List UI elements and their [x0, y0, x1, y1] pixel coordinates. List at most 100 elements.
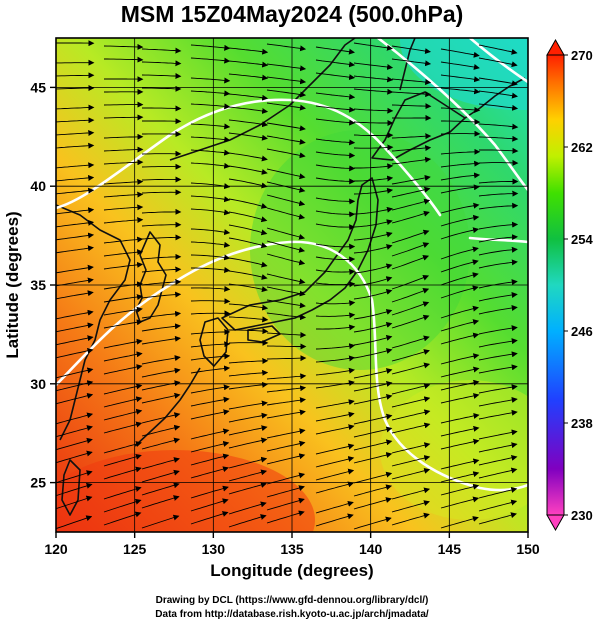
streamline [228, 178, 268, 189]
streamline [478, 77, 518, 87]
y-tick-label: 25 [30, 475, 46, 491]
streamline [353, 107, 394, 114]
streamline [190, 57, 231, 64]
streamline [266, 453, 306, 465]
streamline [228, 224, 268, 236]
streamline [228, 257, 268, 268]
streamline [440, 458, 480, 470]
colorbar-tick-label: 246 [571, 324, 593, 339]
streamline [56, 309, 94, 320]
streamline [440, 425, 480, 437]
temperature-contours [56, 38, 528, 492]
y-axis-title: Latitude (degrees) [3, 211, 22, 358]
streamline [478, 351, 518, 361]
streamline [391, 91, 432, 98]
streamline [103, 396, 143, 408]
streamline [315, 343, 356, 350]
streamline [353, 413, 393, 425]
streamline [56, 130, 95, 137]
streamline [190, 103, 231, 110]
streamline [391, 58, 432, 67]
streamline [56, 322, 94, 333]
streamline [56, 174, 95, 182]
credit-drawing: Drawing by DCL (https://www.gfd-dennou.o… [156, 595, 429, 606]
streamline [229, 328, 269, 335]
streamline [391, 210, 430, 224]
streamline [441, 118, 481, 125]
x-tick-label: 150 [516, 541, 540, 557]
streamline [478, 384, 518, 394]
streamline [391, 288, 430, 303]
streamline [266, 168, 306, 180]
streamline [190, 384, 230, 394]
streamline [266, 373, 307, 380]
streamline [478, 44, 518, 55]
streamline [315, 256, 356, 263]
streamline [266, 397, 306, 406]
streamline [56, 450, 93, 464]
streamline [391, 500, 430, 513]
streamline [440, 87, 481, 95]
streamline [478, 221, 519, 230]
streamline [228, 456, 268, 469]
streamline [56, 117, 95, 124]
streamline [190, 44, 231, 51]
streamline [228, 211, 268, 223]
streamline [391, 255, 430, 270]
streamline [478, 454, 518, 466]
streamline [141, 392, 181, 404]
streamline [440, 285, 479, 299]
streamline [141, 221, 182, 228]
streamline [391, 45, 431, 55]
credit-data: Data from http://database.rish.kyoto-u.a… [155, 609, 429, 620]
streamline [228, 93, 269, 101]
streamline [391, 198, 431, 211]
streamline [440, 227, 480, 240]
streamline [228, 119, 269, 128]
streamline [391, 314, 430, 329]
streamline [190, 409, 230, 420]
streamline [266, 43, 307, 52]
streamline [141, 189, 182, 196]
streamline [190, 440, 230, 453]
streamline [440, 272, 479, 286]
streamline [353, 497, 392, 510]
streamline [228, 303, 269, 311]
streamline [103, 217, 144, 224]
streamline [56, 207, 95, 215]
streamline [353, 484, 393, 497]
streamline [440, 160, 481, 168]
streamline [266, 331, 307, 338]
streamline [440, 332, 480, 345]
streamline [391, 78, 432, 86]
streamline [478, 364, 518, 374]
streamline [103, 338, 143, 349]
streamline [315, 312, 356, 319]
streamline [56, 470, 93, 484]
streamline [56, 142, 95, 149]
streamline [353, 144, 394, 151]
streamline [190, 341, 231, 348]
streamline [478, 259, 518, 269]
y-tick-label: 45 [30, 79, 46, 95]
streamline [266, 497, 305, 511]
streamline [103, 204, 144, 211]
streamline [266, 253, 306, 266]
streamline [440, 366, 480, 378]
streamline [103, 236, 144, 244]
streamline [190, 310, 231, 317]
honshu-coastline [221, 177, 379, 331]
streamline [56, 72, 95, 79]
streamline [228, 412, 268, 423]
colorbar-tick-label: 254 [571, 232, 593, 247]
streamline [228, 357, 269, 364]
streamline [228, 514, 267, 528]
streamline [391, 349, 430, 362]
streamline [478, 190, 519, 197]
colorbar-tick-label: 262 [571, 140, 593, 155]
streamline [478, 123, 519, 130]
streamline [266, 148, 306, 159]
streamline [391, 442, 431, 454]
streamline [266, 510, 305, 524]
streamline [315, 177, 356, 185]
